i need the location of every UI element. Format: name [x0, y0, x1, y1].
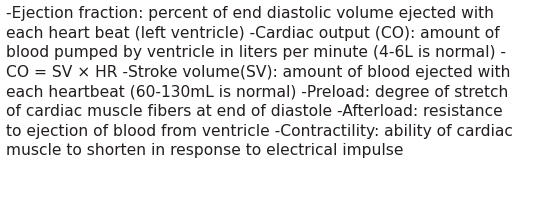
Text: -Ejection fraction: percent of end diastolic volume ejected with
each heart beat: -Ejection fraction: percent of end diast… [6, 6, 512, 158]
